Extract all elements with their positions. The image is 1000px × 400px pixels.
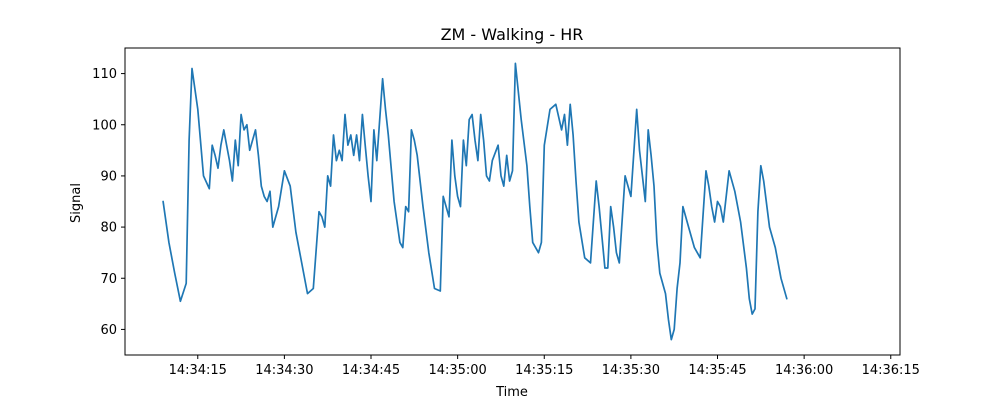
y-tick-label: 80 [100, 221, 117, 236]
axes-frame [124, 47, 901, 356]
y-axis-label: Signal [69, 183, 84, 223]
y-tick-label: 60 [100, 323, 117, 338]
x-tick-label: 14:35:30 [602, 363, 660, 378]
x-tick-label: 14:35:45 [688, 363, 746, 378]
x-tick-label: 14:34:45 [342, 363, 400, 378]
x-axis-label: Time [495, 385, 528, 400]
chart-title: ZM - Walking - HR [441, 25, 584, 44]
x-tick-label: 14:35:00 [428, 363, 486, 378]
y-tick-label: 100 [92, 118, 117, 133]
y-tick-label: 70 [100, 272, 117, 287]
y-tick-label: 90 [100, 169, 117, 184]
plot-area: 60 70 80 90 100 110 14:34:15 14:34:30 14:34:45 14… [92, 47, 920, 378]
x-tick-label: 14:35:15 [515, 363, 573, 378]
series-line [162, 62, 788, 341]
x-tick-label: 14:34:15 [169, 363, 227, 378]
x-tick-label: 14:36:00 [775, 363, 833, 378]
y-tick-label: 110 [92, 67, 117, 82]
x-tick-label: 14:34:30 [255, 363, 313, 378]
x-tick-label: 14:36:15 [862, 363, 920, 378]
